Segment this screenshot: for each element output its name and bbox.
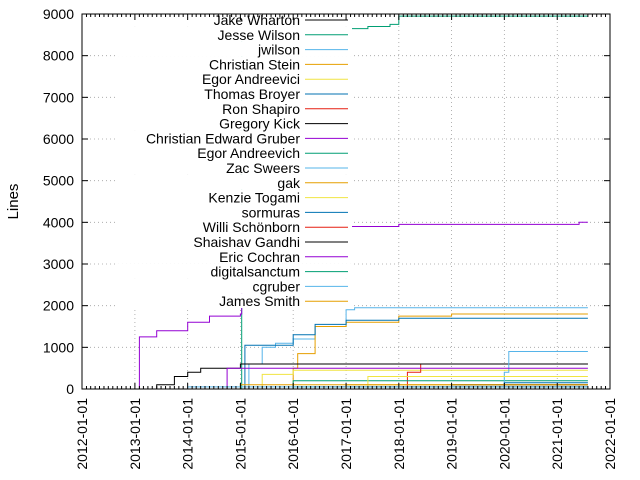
legend-background [118,248,352,264]
y-tick-label: 1000 [43,339,74,355]
y-tick-label: 8000 [43,48,74,64]
x-tick-label: 2012-01-01 [74,398,90,470]
legend-background [118,160,352,175]
y-tick-label: 9000 [43,6,74,22]
legend-background [118,100,352,116]
legend-background [118,174,352,190]
legend-label: Egor Andreevici [202,71,300,87]
legend-label: gak [277,175,301,191]
x-tick-label: 2014-01-01 [180,398,196,470]
legend-background [118,71,352,86]
legend-background [118,293,352,308]
legend-background [118,130,352,146]
legend-label: Thomas Broyer [204,86,300,102]
legend-label: Jake Wharton [214,12,300,28]
legend-label: jwilson [257,42,300,58]
legend-background [118,189,352,205]
x-tick-label: 2021-01-01 [549,398,565,470]
x-tick-label: 2022-01-01 [602,398,618,470]
x-tick-label: 2019-01-01 [444,398,460,470]
legend-background [118,26,352,42]
y-tick-label: 5000 [43,173,74,189]
y-axis-title: Lines [5,184,22,220]
legend-background [118,115,352,131]
axes: 0 1000 2000 3000 4000 5000 6000 7000 8000 9000 201… [43,6,618,470]
legend-label: digitalsanctum [211,264,301,280]
series-line-thomas-broyer [242,317,588,390]
legend-background [118,86,352,101]
legend-background [118,204,352,220]
x-tick-label: 2015-01-01 [232,398,248,470]
y-tick-label: 6000 [43,131,74,147]
y-tick-label: 7000 [43,89,74,105]
legend-label: Egor Andreevich [197,145,300,161]
x-tick-label: 2017-01-01 [338,398,354,470]
legend-background [118,278,352,294]
legend-label: Christian Edward Gruber [146,130,300,146]
legend-label: sormuras [242,204,300,220]
legend-label: Gregory Kick [219,116,301,132]
series-line-egor-andreevici [248,369,588,390]
legend-background [118,41,352,57]
legend-label: Shaishav Gandhi [193,234,300,250]
x-tick-label: 2016-01-01 [285,398,301,470]
legend-background [118,234,352,249]
legend-label: cgruber [253,278,301,294]
series-line-gregory-kick [147,363,588,390]
legend-label: Christian Stein [209,56,300,72]
legend-label: James Smith [219,293,300,309]
series-line-eric-cochran [222,367,588,390]
legend-label: Eric Cochran [219,249,300,265]
y-tick-label: 0 [66,381,74,397]
legend-background [118,56,352,72]
x-tick-label: 2020-01-01 [496,398,512,470]
series-line-christian-edward-gruber [134,221,588,390]
legend-background [118,263,352,279]
legend-background [118,219,352,234]
x-tick-label: 2013-01-01 [127,398,143,470]
y-tick-label: 3000 [43,256,74,272]
legend-label: Willi Schönborn [203,219,300,235]
y-tick-label: 2000 [43,298,74,314]
legend-label: Zac Sweers [226,160,300,176]
legend-background [118,145,352,160]
legend-label: Ron Shapiro [222,101,300,117]
legend-label: Kenzie Togami [208,190,300,206]
x-tick-label: 2018-01-01 [391,398,407,470]
y-tick-label: 4000 [43,214,74,230]
legend-label: Jesse Wilson [218,27,300,43]
